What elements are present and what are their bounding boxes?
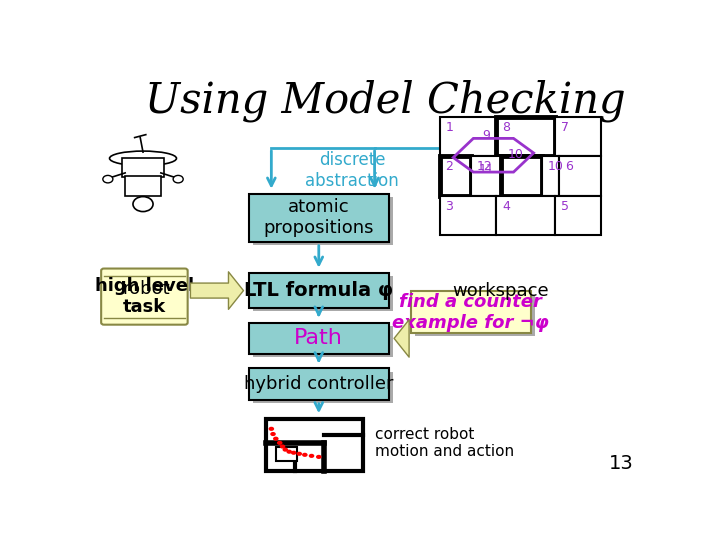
Circle shape: [270, 432, 276, 436]
Circle shape: [291, 451, 297, 455]
Bar: [472, 156, 500, 196]
Text: 12: 12: [477, 160, 492, 173]
Text: atomic
propositions: atomic propositions: [264, 198, 374, 237]
Text: Path: Path: [294, 328, 343, 348]
Bar: [266, 420, 364, 471]
Bar: [440, 117, 496, 156]
Bar: [249, 273, 389, 308]
Circle shape: [282, 448, 288, 451]
Bar: [249, 322, 389, 354]
Circle shape: [103, 176, 113, 183]
FancyBboxPatch shape: [101, 268, 188, 325]
Circle shape: [279, 444, 285, 449]
Circle shape: [269, 427, 274, 431]
Text: 1: 1: [446, 121, 454, 134]
Bar: [249, 194, 389, 241]
Text: 13: 13: [609, 454, 634, 473]
Text: 3: 3: [446, 200, 454, 213]
Bar: [440, 196, 496, 235]
Text: 10: 10: [548, 160, 564, 173]
Bar: [496, 196, 555, 235]
Bar: [253, 326, 393, 357]
Text: 2: 2: [446, 160, 454, 173]
Text: discrete
abstraction: discrete abstraction: [305, 151, 399, 190]
Ellipse shape: [109, 151, 176, 166]
Bar: [440, 156, 472, 196]
Text: robot: robot: [122, 280, 170, 298]
Bar: [249, 368, 389, 400]
Bar: [542, 156, 559, 196]
Bar: [415, 295, 535, 336]
Text: 10: 10: [508, 148, 523, 161]
Text: correct robot
motion and action: correct robot motion and action: [374, 427, 513, 459]
Text: workspace: workspace: [452, 282, 549, 300]
Text: LTL formula φ: LTL formula φ: [244, 281, 393, 300]
Text: Using Model Checking: Using Model Checking: [145, 79, 626, 122]
FancyBboxPatch shape: [122, 158, 164, 177]
Text: 5: 5: [561, 200, 569, 213]
Text: find a counter
example for ¬φ: find a counter example for ¬φ: [392, 293, 549, 332]
Bar: [555, 196, 601, 235]
Text: high level
task: high level task: [95, 277, 194, 316]
Bar: [555, 117, 601, 156]
Bar: [559, 156, 601, 196]
Text: 9: 9: [482, 129, 490, 142]
Bar: [411, 292, 531, 333]
Circle shape: [273, 437, 279, 441]
Text: hybrid controller: hybrid controller: [244, 375, 394, 393]
FancyBboxPatch shape: [125, 176, 161, 196]
Circle shape: [133, 197, 153, 212]
Circle shape: [316, 455, 322, 459]
Text: 6: 6: [564, 160, 572, 173]
Bar: [500, 156, 542, 196]
Bar: [253, 197, 393, 245]
Text: 4: 4: [502, 200, 510, 213]
Bar: [253, 276, 393, 312]
Circle shape: [309, 454, 315, 458]
Bar: [253, 372, 393, 403]
Bar: [276, 447, 297, 461]
Circle shape: [277, 441, 282, 445]
Circle shape: [287, 450, 292, 454]
Circle shape: [173, 176, 183, 183]
Circle shape: [302, 453, 307, 457]
Circle shape: [297, 451, 302, 456]
Text: 11: 11: [478, 163, 494, 176]
Text: 7: 7: [561, 121, 569, 134]
Bar: [496, 117, 555, 156]
Text: 8: 8: [502, 121, 510, 134]
